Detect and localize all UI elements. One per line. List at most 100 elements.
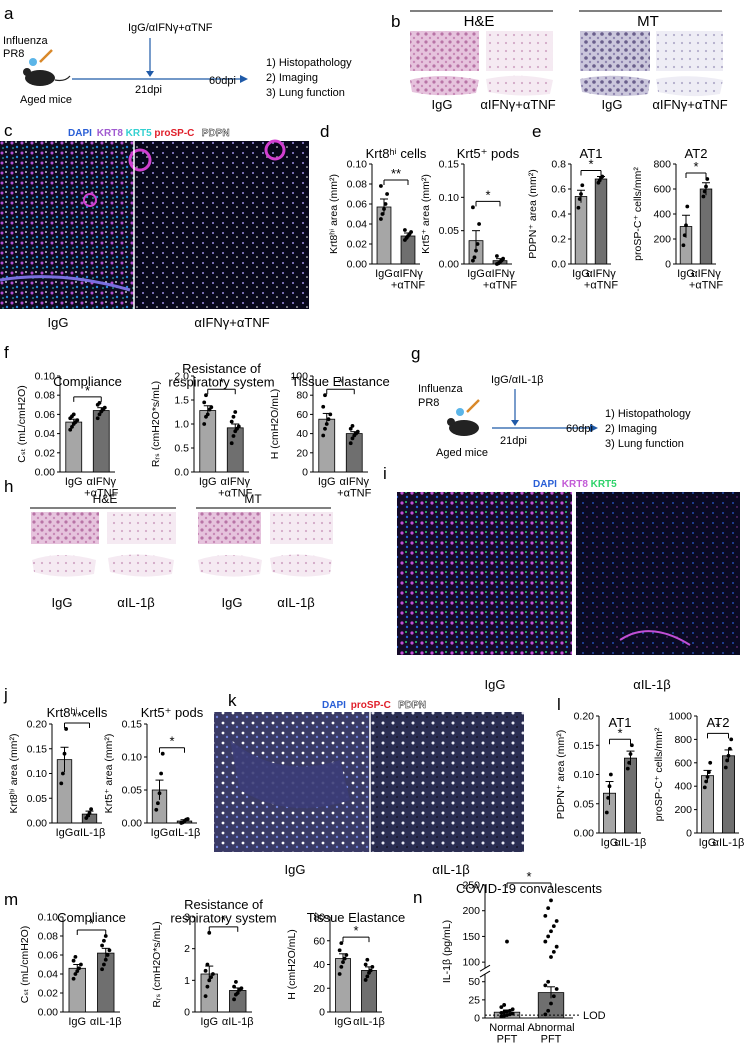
y-tick-label: 0 xyxy=(665,259,671,271)
data-point xyxy=(706,770,711,775)
y-tick-label: 20 xyxy=(296,447,308,459)
data-point xyxy=(702,189,707,194)
h-he-igg-zoom xyxy=(31,512,99,544)
data-point xyxy=(202,400,207,405)
data-point xyxy=(103,957,108,962)
significance-label: * xyxy=(169,734,174,749)
significance-label: ** xyxy=(391,166,401,181)
chart-title: AT1 xyxy=(609,715,632,730)
data-point xyxy=(705,774,710,779)
data-point xyxy=(348,426,353,431)
data-point xyxy=(380,212,385,216)
data-point xyxy=(323,393,327,398)
bar-1 xyxy=(699,188,713,265)
data-point xyxy=(232,984,236,989)
y-tick-label: 0.15 xyxy=(439,159,460,171)
data-point xyxy=(160,751,165,756)
g-day-60-label: 60dpi xyxy=(566,423,593,435)
data-point xyxy=(103,934,108,938)
x-tick-label: Abnormal PFT xyxy=(527,1022,574,1046)
h-he-treated-zoom xyxy=(107,512,176,544)
data-point xyxy=(628,752,633,756)
data-point xyxy=(205,984,210,989)
day-60-label: 60dpi xyxy=(209,75,236,87)
panel-letter-m: m xyxy=(4,890,18,909)
y-tick-label: 0.02 xyxy=(347,239,368,251)
panel-letter-g: g xyxy=(411,344,420,363)
k-group-treated: αIL-1β xyxy=(432,862,469,877)
legend-krt5: KRT5 xyxy=(591,479,618,490)
panel-h: h H&E MT IgG αIL-1β IgG αIL-1β xyxy=(4,477,333,610)
y-axis-label: Cₛₜ (mL/cmH2O) xyxy=(19,926,31,1004)
data-point xyxy=(229,419,234,424)
data-point xyxy=(701,194,706,199)
y-tick-label: 0.05 xyxy=(27,793,48,805)
data-point xyxy=(204,393,208,398)
data-point xyxy=(368,968,373,973)
data-point xyxy=(348,441,353,446)
data-point xyxy=(702,785,707,790)
panel-letter-n: n xyxy=(413,888,422,907)
y-tick-label: 800 xyxy=(653,159,671,171)
x-tick-label: IgG xyxy=(65,476,83,488)
data-point xyxy=(341,960,345,965)
data-point xyxy=(339,964,344,969)
mouse-icon xyxy=(25,70,55,86)
g-outcome-2: 2) Imaging xyxy=(605,423,657,435)
g-syringe-icon xyxy=(466,399,480,413)
y-tick-label: 0 xyxy=(686,828,692,840)
data-point xyxy=(499,1005,504,1010)
data-point xyxy=(546,906,551,911)
data-point xyxy=(505,939,509,944)
chart-title: Krt5⁺ pods xyxy=(457,146,520,161)
y-tick-label: 0.00 xyxy=(38,1007,59,1019)
data-point xyxy=(510,1007,515,1012)
x-tick-label: IgG xyxy=(677,268,695,280)
lod-label: LOD xyxy=(583,1010,606,1022)
y-tick-label: 0.15 xyxy=(122,719,143,731)
chart-n-14: n COVID-19 convalescents 0 25 50 100 150 200 250… xyxy=(413,869,606,1046)
y-tick-label: 20 xyxy=(313,983,325,995)
legend-pdpn: PDPN xyxy=(398,700,426,711)
significance-label: * xyxy=(219,375,224,390)
x-tick-label: IgG xyxy=(572,268,590,280)
data-point xyxy=(474,248,478,253)
h-he-igg-lung xyxy=(32,555,96,577)
y-tick-label: 0.10 xyxy=(35,371,56,383)
y-tick-label: 250 xyxy=(462,880,480,892)
panel-letter-e: e xyxy=(532,122,541,141)
bar-0 xyxy=(318,418,336,473)
chart-title: AT2 xyxy=(685,146,708,161)
data-point xyxy=(543,913,548,918)
significance-label: * xyxy=(588,157,593,172)
y-axis-label: Krt8ʰⁱ area (mm²) xyxy=(328,174,340,254)
virus-icon xyxy=(29,58,37,66)
data-point xyxy=(70,424,74,429)
y-tick-label: 0.10 xyxy=(27,768,48,780)
chart-title: AT1 xyxy=(580,146,603,161)
strain-label: PR8 xyxy=(3,48,24,60)
i-group-igg: IgG xyxy=(485,677,506,692)
significance-label: * xyxy=(526,869,531,884)
data-point xyxy=(507,1008,512,1013)
data-point xyxy=(554,919,559,923)
y-tick-label: 0.6 xyxy=(551,184,566,196)
influenza-label: Influenza xyxy=(3,35,49,47)
x-tick-label: IgG xyxy=(375,268,393,280)
panel-c-legend: DAPI KRT8 KRT5 proSP-C PDPN xyxy=(68,128,230,139)
data-point xyxy=(543,1012,548,1017)
data-point xyxy=(71,412,76,417)
mt-igg-lung xyxy=(580,75,650,97)
b-group-igg-2: IgG xyxy=(602,97,623,112)
data-point xyxy=(337,972,342,976)
data-point xyxy=(576,205,581,210)
data-point xyxy=(75,969,80,974)
outcome-1: 1) Histopathology xyxy=(266,57,352,69)
x-tick-label: IgG xyxy=(467,268,485,280)
data-point xyxy=(203,994,208,999)
chart-title: Krt5⁺ pods xyxy=(141,705,204,720)
data-point xyxy=(321,433,326,438)
y-tick-label: 0.20 xyxy=(27,719,48,731)
k-image-treated xyxy=(370,712,524,852)
